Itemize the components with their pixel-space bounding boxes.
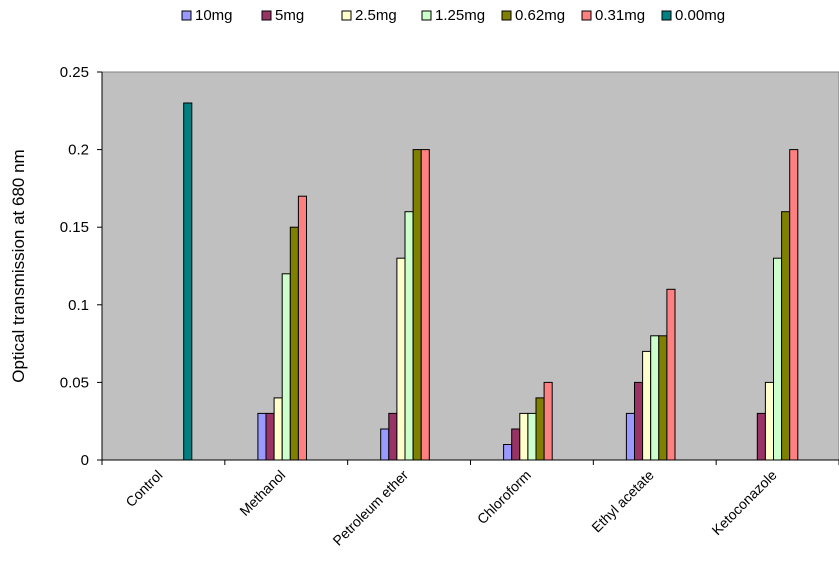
bar-0.00mg-control [183,102,193,461]
bar-2.5mg-petroleum-ether [396,257,406,461]
bar-0.31mg-ethyl-acetate [666,288,676,461]
bar-10mg-methanol [257,412,267,461]
y-axis-title: Optical transmission at 680 nm [9,149,28,382]
bar-0.31mg-chloroform [543,381,553,461]
bar-1.25mg-methanol [281,273,291,461]
bar-2.5mg-methanol [273,397,283,461]
x-tick-label: Methanol [236,467,288,519]
bar-2.5mg-ketoconazole [764,381,775,461]
plot-area [101,71,839,461]
axes [101,72,839,465]
legend-label: 5mg [275,7,304,24]
bar-10mg-chloroform [503,444,513,461]
x-tick-label: Ethyl acetate [588,467,657,536]
y-tick-label: 0.15 [60,219,89,236]
bar-0.62mg-ketoconazole [781,211,791,461]
bar-1.25mg-chloroform [527,412,537,461]
y-tick-label: 0.2 [68,142,89,159]
bar-0.31mg-ketoconazole [789,149,799,461]
legend-swatch [501,10,512,21]
y-tick-label: 0 [81,452,89,469]
legend-label: 10mg [195,7,233,24]
legend-label: 1.25mg [435,7,485,24]
bar-5mg-petroleum-ether [388,412,398,461]
legend-swatch [581,10,592,21]
bar-10mg-petroleum-ether [380,428,390,461]
bar-1.25mg-ketoconazole [773,257,783,461]
bar-0.31mg-methanol [297,195,307,461]
bar-5mg-chloroform [511,428,521,461]
bar-0.31mg-petroleum-ether [420,149,430,461]
bar-5mg-ketoconazole [756,412,766,461]
x-tick-label: Control [122,467,165,510]
x-axis-labels: Control Methanol Petroleum ether Chloroform… [122,467,780,549]
bar-10mg-ethyl-acetate [625,412,636,461]
y-axis-ticks: 0 0.05 0.1 0.15 0.2 0.25 [60,64,102,469]
bar-5mg-methanol [265,412,275,461]
bar-0.62mg-chloroform [535,397,545,461]
bar-2.5mg-chloroform [519,412,529,461]
legend: 10mg 5mg 2.5mg 1.25mg 0.62mg 0.31mg 0.00mg [181,7,725,24]
legend-label: 2.5mg [355,7,397,24]
x-tick-label: Ketoconazole [708,467,779,538]
y-tick-label: 0.1 [68,297,89,314]
bar-0.62mg-petroleum-ether [412,149,422,461]
legend-label: 0.31mg [595,7,645,24]
legend-label: 0.00mg [675,7,725,24]
legend-swatch [341,10,352,21]
legend-swatch [421,10,432,21]
bar-0.62mg-methanol [289,226,299,461]
bars [183,102,799,461]
bar-1.25mg-petroleum-ether [404,211,414,461]
legend-swatch [181,10,192,21]
y-tick-label: 0.25 [60,64,89,81]
bar-0.62mg-ethyl-acetate [658,335,668,461]
legend-swatch [661,10,672,21]
bar-5mg-ethyl-acetate [634,381,644,461]
legend-label: 0.62mg [515,7,565,24]
x-tick-label: Chloroform [474,467,534,527]
bar-2.5mg-ethyl-acetate [642,350,652,461]
y-tick-label: 0.05 [60,374,89,391]
x-tick-label: Petroleum ether [329,467,411,549]
bar-1.25mg-ethyl-acetate [650,335,660,461]
legend-swatch [261,10,272,21]
